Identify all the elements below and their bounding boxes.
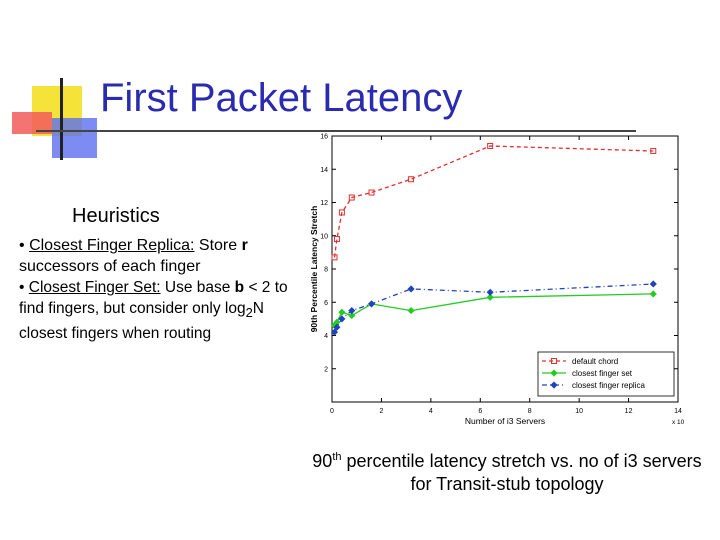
series-line [333,145,654,258]
figure-caption: 90th percentile latency stretch vs. no o… [312,446,702,496]
bullet-text: N closest fingers when routing [19,300,264,343]
series-default-chord [331,142,657,261]
bullet-label: Closest Finger Replica: [29,237,195,254]
series-line [333,283,654,333]
data-point [338,308,346,316]
series-line [333,293,654,326]
chart-axes: 0 2 4 6 8 10 12 14 2 4 6 8 10 12 14 16 Number of i3 Serv… [309,134,685,427]
bullet-label: Closest Finger Set: [28,279,161,296]
bullet-text: Store [194,237,238,254]
data-point [408,176,415,183]
data-point [649,280,657,288]
x-tick-label: 4 [429,408,433,415]
decor-blue-square [52,118,97,158]
y-tick-label: 6 [324,300,328,307]
bullet-text: Use base [160,279,231,296]
bullet-list: • Closest Finger Replica: Store r succes… [19,235,289,344]
legend-swatch-marker [550,381,558,389]
data-point [338,315,346,323]
chart-series [330,142,657,336]
data-point [348,306,356,315]
data-point [486,293,494,301]
decor-horizontal-line [36,130,636,132]
caption-part: percentile latency stretch vs. no of i3 … [341,451,702,494]
slide-title: First Packet Latency [100,76,463,120]
series-closest-finger-set [330,290,657,330]
x-tick-label: 14 [674,408,682,415]
x-tick-label: 8 [528,408,532,415]
x-tick-label: 0 [330,408,334,415]
data-point [333,323,341,331]
data-point [650,147,657,154]
y-tick-label: 8 [324,267,328,274]
data-point [649,290,657,298]
data-point [330,328,339,336]
legend-entry-label: closest finger set [572,369,633,378]
data-point [407,285,415,293]
bullet-closest-finger-set: • Closest Finger Set: Use base b < 2 to … [19,277,289,344]
x-tick-label: 12 [625,408,633,415]
bullet-dot: • [19,237,25,254]
data-point [348,311,356,320]
series-closest-finger-replica [330,280,657,336]
x-tick-label: 10 [575,408,583,415]
bullet-bold-var: r [241,237,248,254]
x-tick-label: 6 [478,408,482,415]
chart-legend: default chord closest finger set closest f… [537,351,675,397]
y-tick-label: 10 [320,233,328,240]
y-tick-label: 2 [324,366,328,373]
data-point [348,194,355,201]
heuristics-heading: Heuristics [72,205,160,227]
latency-chart: 0 2 4 6 8 10 12 14 2 4 6 8 10 12 14 16 Number of i3 Serv… [309,134,685,427]
legend-swatch-marker [551,358,557,364]
log-subscript: 2 [245,305,253,321]
decor-red-bar [12,112,52,134]
data-point [367,300,376,308]
legend-entry-label: default chord [572,357,618,366]
x-tick-label: 2 [379,408,383,415]
legend-swatch-marker [550,369,558,377]
y-tick-label: 14 [320,167,328,174]
bullet-bold-var: b [234,279,245,296]
x-axis-label: Number of i3 Servers [465,416,545,426]
bullet-text: < 2 to find fingers, but consider only l… [19,279,288,317]
caption-sup: th [332,451,342,463]
decor-vertical-line [60,78,63,160]
data-point [368,189,375,196]
legend-box [537,351,675,397]
bullet-text: successors of each finger [19,258,201,275]
bullet-dot: • [19,279,25,296]
data-point [407,306,415,315]
data-point [331,254,338,261]
caption-part: 90 [312,451,333,471]
x-multiplier-label: x 10 [672,419,685,426]
legend-entry-label: closest finger replica [572,381,645,390]
data-point [338,209,345,216]
data-point [486,288,494,296]
y-tick-label: 16 [320,134,328,141]
data-point [487,142,494,149]
bullet-closest-finger-replica: • Closest Finger Replica: Store r succes… [19,235,289,277]
y-axis-label: 90th Percentile Latency Stretch [309,206,319,333]
y-tick-label: 4 [324,333,328,340]
data-point [333,236,340,243]
y-tick-label: 12 [320,200,328,207]
